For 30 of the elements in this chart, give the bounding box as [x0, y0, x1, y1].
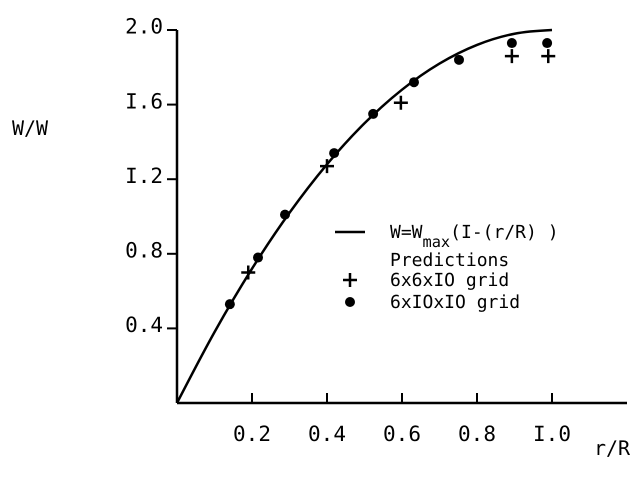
y-tick-label: 0.8 — [125, 238, 163, 263]
legend-label: 6x6xIO grid — [390, 270, 510, 291]
x-tick-label: 0.2 — [233, 422, 271, 446]
y-tick-label: I.6 — [125, 89, 163, 114]
point — [392, 94, 410, 111]
point — [329, 148, 340, 158]
point — [506, 38, 517, 48]
x-tick-label: 0.4 — [308, 422, 346, 446]
legend-label: 6xIOxIO grid — [390, 292, 520, 313]
y-axis-title: W/W — [12, 116, 50, 140]
x-tick-label: I.0 — [533, 422, 571, 446]
point — [253, 252, 263, 263]
x-tick-label: 0.6 — [383, 422, 421, 446]
point — [409, 77, 419, 88]
point — [318, 158, 336, 174]
y-tick-label: 2.0 — [125, 14, 163, 39]
point — [240, 264, 256, 281]
x-tick-label: 0.8 — [458, 422, 496, 446]
y-tick-label: 0.4 — [125, 313, 163, 338]
y-tick-label: I.2 — [125, 164, 163, 188]
annotation: Predictions — [390, 250, 510, 271]
point — [224, 299, 235, 310]
point — [504, 48, 520, 64]
point — [368, 108, 378, 119]
legend-label: W=W$_{max}$(I-(r/R) ) — [390, 222, 559, 251]
point — [540, 48, 556, 64]
point — [542, 38, 552, 48]
point — [280, 210, 290, 220]
x-axis-title: r/R — [594, 436, 632, 460]
point — [454, 54, 464, 65]
